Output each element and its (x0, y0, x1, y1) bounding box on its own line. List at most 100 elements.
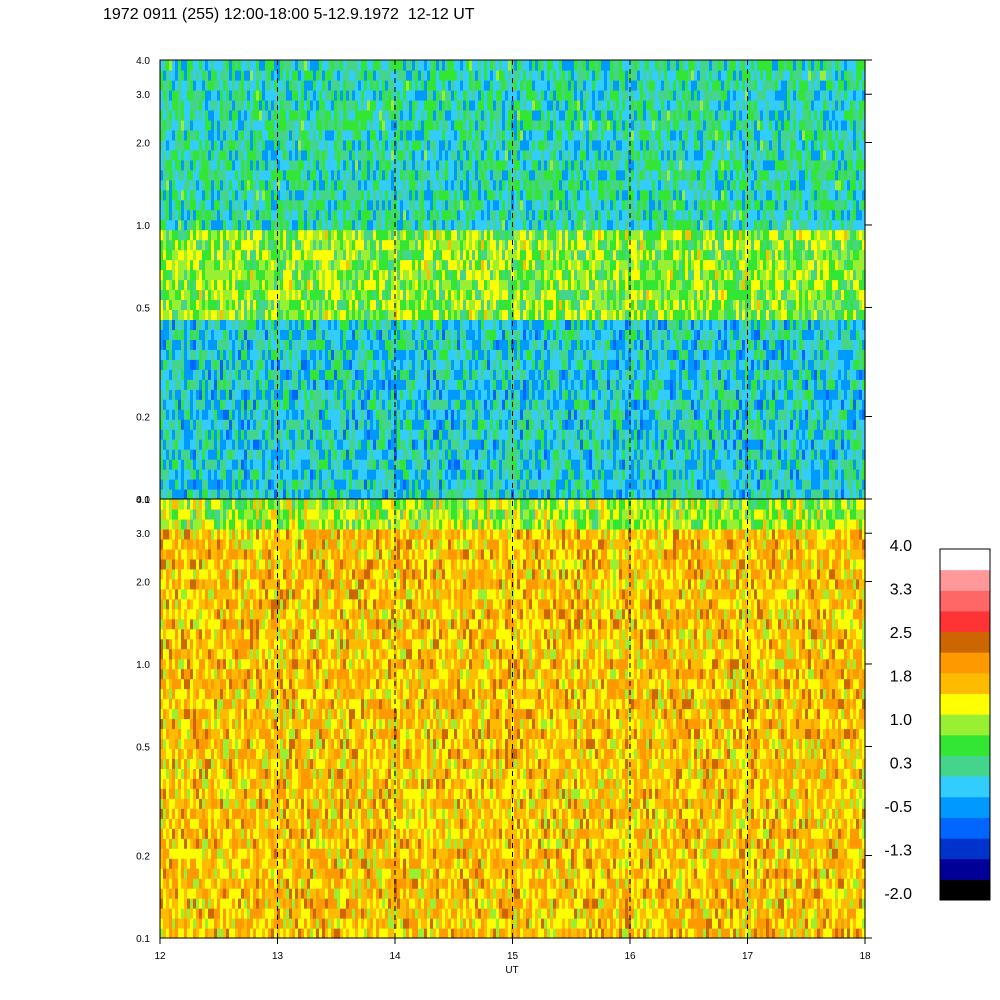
heatmap-cell (397, 489, 401, 500)
heatmap-cell (427, 89, 431, 101)
heatmap-cell (205, 449, 209, 460)
heatmap-cell (283, 389, 287, 400)
heatmap-cell (460, 69, 464, 81)
heatmap-cell (304, 229, 308, 241)
heatmap-cell (499, 299, 503, 311)
heatmap-cell (397, 209, 401, 221)
heatmap-cell (433, 329, 437, 340)
heatmap-cell (391, 489, 395, 500)
heatmap-cell (433, 399, 437, 410)
heatmap-cell (256, 179, 260, 191)
heatmap-cell (355, 459, 359, 470)
heatmap-cell (373, 259, 377, 271)
heatmap-cell (244, 269, 248, 281)
heatmap-cell (397, 329, 401, 340)
heatmap-cell (211, 149, 215, 161)
heatmap-cell (427, 139, 431, 151)
heatmap-cell (430, 229, 434, 241)
heatmap-cell (181, 299, 185, 311)
heatmap-cell (265, 439, 269, 450)
heatmap-cell (175, 469, 179, 480)
heatmap-cell (190, 179, 194, 191)
heatmap-cell (346, 99, 350, 111)
heatmap-cell (172, 169, 176, 181)
heatmap-cell (280, 229, 284, 241)
heatmap-cell (400, 99, 404, 111)
heatmap-cell (202, 329, 206, 340)
heatmap-cell (289, 269, 293, 281)
heatmap-cell (397, 229, 401, 241)
heatmap-cell (490, 359, 494, 370)
heatmap-cell (376, 259, 380, 271)
heatmap-cell (436, 119, 440, 131)
heatmap-cell (178, 289, 182, 301)
heatmap-cell (196, 359, 200, 370)
heatmap-cell (232, 79, 236, 91)
heatmap-cell (367, 249, 371, 261)
heatmap-cell (451, 369, 455, 380)
heatmap-cell (466, 269, 470, 281)
heatmap-cell (160, 119, 164, 131)
heatmap-cell (184, 169, 188, 181)
heatmap-cell (457, 149, 461, 161)
heatmap-cell (274, 309, 278, 321)
heatmap-cell (487, 369, 491, 380)
heatmap-cell (394, 249, 398, 261)
heatmap-cell (226, 269, 230, 281)
heatmap-cell (175, 129, 179, 141)
heatmap-cell (175, 379, 179, 390)
heatmap-cell (214, 289, 218, 301)
heatmap-cell (226, 159, 230, 171)
heatmap-cell (160, 79, 164, 91)
heatmap-cell (280, 149, 284, 161)
heatmap-cell (229, 369, 233, 380)
heatmap-cell (391, 219, 395, 231)
heatmap-cell (466, 149, 470, 161)
heatmap-cell (328, 319, 332, 330)
heatmap-cell (238, 399, 242, 410)
heatmap-cell (454, 349, 458, 360)
heatmap-cell (280, 99, 284, 111)
heatmap-cell (181, 329, 185, 340)
heatmap-cell (331, 139, 335, 151)
heatmap-cell (448, 489, 452, 500)
heatmap-cell (229, 409, 233, 420)
heatmap-cell (496, 89, 500, 101)
heatmap-cell (274, 199, 278, 211)
heatmap-cell (460, 429, 464, 440)
heatmap-cell (277, 279, 281, 291)
heatmap-cell (403, 319, 407, 330)
heatmap-cell (382, 359, 386, 370)
heatmap-cell (358, 409, 362, 420)
heatmap-cell (316, 419, 320, 430)
heatmap-cell (418, 479, 422, 490)
heatmap-cell (286, 399, 290, 410)
heatmap-cell (229, 359, 233, 370)
heatmap-cell (274, 389, 278, 400)
heatmap-cell (388, 60, 392, 71)
heatmap-cell (406, 69, 410, 81)
heatmap-cell (229, 299, 233, 311)
heatmap-cell (427, 339, 431, 350)
heatmap-cell (214, 139, 218, 151)
heatmap-cell (364, 189, 368, 201)
heatmap-cell (409, 79, 413, 91)
heatmap-cell (499, 379, 503, 390)
heatmap-cell (247, 149, 251, 161)
heatmap-cell (481, 219, 485, 231)
heatmap-cell (202, 399, 206, 410)
heatmap-cell (442, 289, 446, 301)
heatmap-cell (346, 269, 350, 281)
heatmap-cell (271, 60, 275, 71)
heatmap-cell (214, 229, 218, 241)
heatmap-cell (394, 299, 398, 311)
heatmap-cell (454, 69, 458, 81)
heatmap-cell (277, 109, 281, 121)
heatmap-cell (304, 389, 308, 400)
heatmap-cell (370, 60, 374, 71)
heatmap-cell (211, 409, 215, 420)
heatmap-cell (337, 489, 341, 500)
heatmap-cell (178, 339, 182, 350)
heatmap-cell (244, 369, 248, 380)
heatmap-cell (466, 339, 470, 350)
